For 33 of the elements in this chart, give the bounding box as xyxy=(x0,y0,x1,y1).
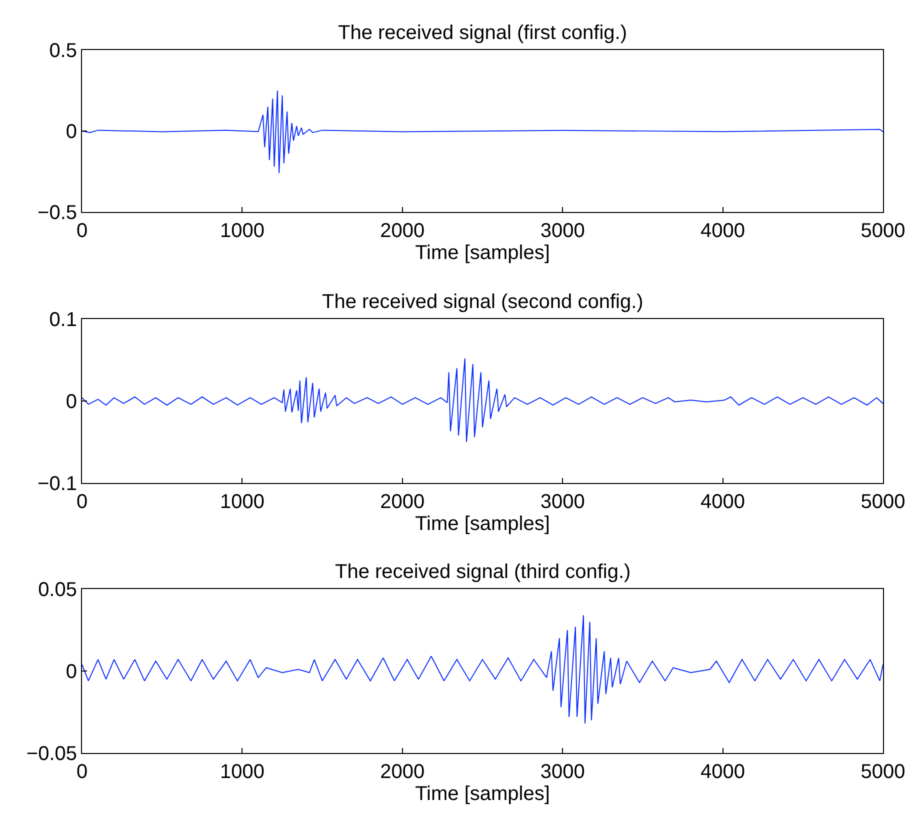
y-tick-label: 0 xyxy=(66,661,77,683)
x-tick-label: 3000 xyxy=(540,220,585,242)
x-tick-label: 2000 xyxy=(380,491,425,513)
y-tick-label: 0 xyxy=(66,391,77,413)
y-tick-label: −0.5 xyxy=(38,202,77,224)
x-axis-title: Time [samples] xyxy=(415,242,550,264)
x-tick-label: 4000 xyxy=(700,491,746,513)
x-tick-label: 1000 xyxy=(220,761,264,783)
line-series xyxy=(82,90,883,174)
x-tick-label: 4000 xyxy=(700,220,746,242)
line-series xyxy=(82,358,883,442)
y-tick-label: 0.05 xyxy=(38,579,77,601)
chart-title: The received signal (first config.) xyxy=(338,22,628,44)
x-tick-label: 3000 xyxy=(540,761,585,783)
chart-title: The received signal (second config.) xyxy=(322,291,644,313)
x-tick-label: 2000 xyxy=(380,761,425,783)
x-tick-label: 1000 xyxy=(220,491,264,513)
x-tick-label: 5000 xyxy=(860,761,906,783)
x-tick-label: 5000 xyxy=(860,220,906,242)
x-tick-label: 4000 xyxy=(700,761,746,783)
y-tick-label: 0 xyxy=(66,121,77,143)
x-tick-label: 5000 xyxy=(860,491,906,513)
y-tick-label: −0.05 xyxy=(26,743,77,765)
line-series xyxy=(82,614,883,724)
x-tick-label: 2000 xyxy=(380,220,425,242)
y-tick-label: 0.5 xyxy=(49,40,77,62)
x-axis-title: Time [samples] xyxy=(415,513,550,535)
x-tick-label: 1000 xyxy=(220,220,264,242)
y-tick-label: 0.1 xyxy=(49,309,77,331)
chart-title: The received signal (third config.) xyxy=(335,561,631,583)
x-axis-title: Time [samples] xyxy=(415,783,550,805)
y-tick-label: −0.1 xyxy=(38,473,77,495)
x-tick-label: 3000 xyxy=(540,491,585,513)
